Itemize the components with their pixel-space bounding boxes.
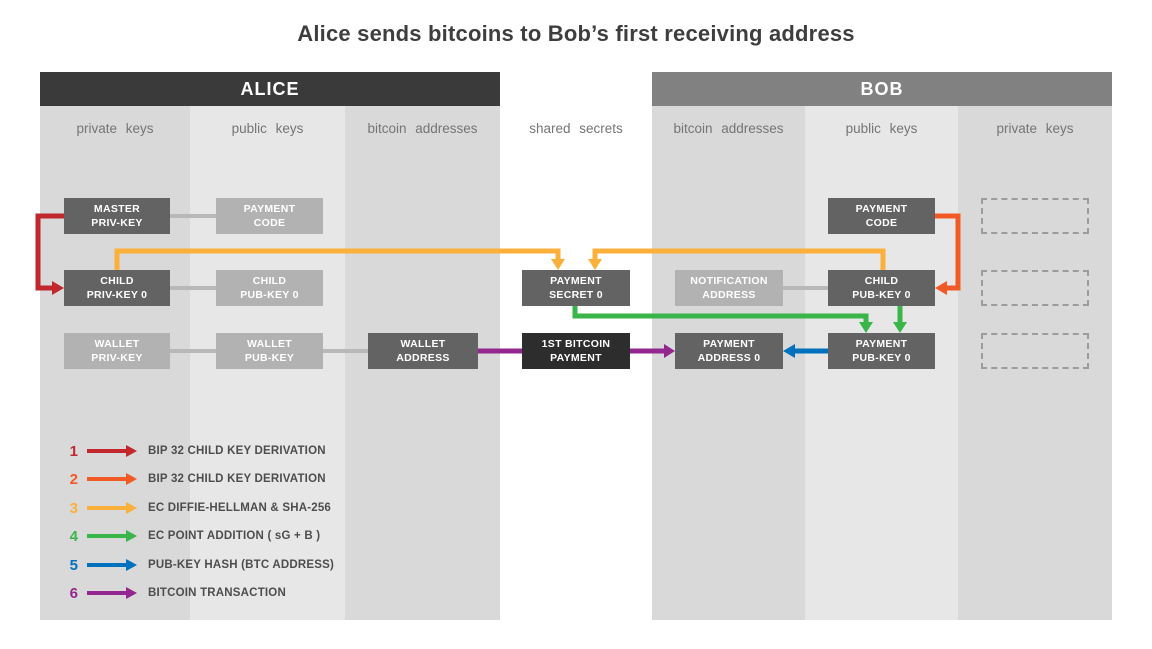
legend-6-arrow-line <box>87 591 126 595</box>
legend-item-3: 3 EC DIFFIE-HELLMAN & SHA-256 <box>56 497 331 519</box>
legend-1-arrow-head <box>126 445 137 457</box>
legend-6-number: 6 <box>69 584 78 602</box>
legend-item-2: 2 BIP 32 CHILD KEY DERIVATION <box>56 468 326 490</box>
node-alice-child-priv-key: CHILD PRIV-KEY 0 <box>64 270 170 306</box>
node-first-bitcoin-payment: 1ST BITCOIN PAYMENT <box>522 333 630 369</box>
legend-1-arrow-line <box>87 449 126 453</box>
arrow-3-ecdh-bob-head <box>588 259 602 270</box>
legend-2-arrow-line <box>87 477 126 481</box>
node-bob-priv-key-placeholder-2 <box>981 270 1089 306</box>
node-payment-secret: PAYMENT SECRET 0 <box>522 270 630 306</box>
legend-5-number: 5 <box>69 556 78 574</box>
node-alice-wallet-pub-key: WALLET PUB-KEY <box>216 333 323 369</box>
bob-private-keys-column <box>958 106 1112 620</box>
legend-5-arrow-head <box>126 559 137 571</box>
legend-4-arrow-head <box>126 530 137 542</box>
alice-bitcoin-addresses-label: bitcoin addresses <box>367 120 478 136</box>
legend-4-arrow-icon <box>87 530 137 542</box>
legend-3-arrow-head <box>126 502 137 514</box>
node-bob-priv-key-placeholder-3 <box>981 333 1089 369</box>
legend-2-arrow-head <box>126 473 137 485</box>
node-bob-payment-address: PAYMENT ADDRESS 0 <box>675 333 783 369</box>
legend-item-1: 1 BIP 32 CHILD KEY DERIVATION <box>56 440 326 462</box>
legend-4-number: 4 <box>69 527 78 545</box>
node-bob-payment-pub-key: PAYMENT PUB-KEY 0 <box>828 333 935 369</box>
legend-6-arrow-head <box>126 587 137 599</box>
node-alice-wallet-priv-key: WALLET PRIV-KEY <box>64 333 170 369</box>
legend-5-label: PUB-KEY HASH (BTC ADDRESS) <box>148 559 335 571</box>
legend-3-label: EC DIFFIE-HELLMAN & SHA-256 <box>148 502 332 514</box>
legend-4-arrow-line <box>87 534 126 538</box>
legend-5-arrow-line <box>87 563 126 567</box>
legend-2-label: BIP 32 CHILD KEY DERIVATION <box>148 473 326 485</box>
legend-3-arrow-line <box>87 506 126 510</box>
legend-6-arrow-icon <box>87 587 137 599</box>
bob-bitcoin-addresses-label: bitcoin addresses <box>673 120 784 136</box>
node-bob-notification-address: NOTIFICATION ADDRESS <box>675 270 783 306</box>
arrow-3-ecdh-alice-head <box>551 259 565 270</box>
legend-3-number: 3 <box>69 499 78 517</box>
bob-panel-header: BOB <box>652 72 1112 106</box>
legend-2-number: 2 <box>69 470 78 488</box>
node-bob-priv-key-placeholder-1 <box>981 198 1089 234</box>
bob-public-keys-label: public keys <box>845 120 918 136</box>
shared-secrets-label: shared secrets <box>529 120 623 136</box>
node-alice-payment-code: PAYMENT CODE <box>216 198 323 234</box>
legend-2-arrow-icon <box>87 473 137 485</box>
legend-1-number: 1 <box>69 442 78 460</box>
bob-panel-title: BOB <box>860 78 904 99</box>
legend-3-arrow-icon <box>87 502 137 514</box>
alice-private-keys-label: private keys <box>76 120 154 136</box>
legend-6-label: BITCOIN TRANSACTION <box>148 587 286 599</box>
legend-item-6: 6 BITCOIN TRANSACTION <box>56 582 286 604</box>
alice-panel-title: ALICE <box>240 78 300 99</box>
legend-4-label: EC POINT ADDITION ( sG + B ) <box>148 530 321 542</box>
legend-1-label: BIP 32 CHILD KEY DERIVATION <box>148 445 326 457</box>
alice-public-keys-label: public keys <box>231 120 304 136</box>
node-bob-payment-code: PAYMENT CODE <box>828 198 935 234</box>
node-alice-wallet-address: WALLET ADDRESS <box>368 333 478 369</box>
node-alice-master-priv-key: MASTER PRIV-KEY <box>64 198 170 234</box>
node-alice-child-pub-key: CHILD PUB-KEY 0 <box>216 270 323 306</box>
legend-item-4: 4 EC POINT ADDITION ( sG + B ) <box>56 525 320 547</box>
legend-item-5: 5 PUB-KEY HASH (BTC ADDRESS) <box>56 554 334 576</box>
bob-private-keys-label: private keys <box>996 120 1074 136</box>
diagram-title: Alice sends bitcoins to Bob’s first rece… <box>297 21 855 46</box>
node-bob-child-pub-key: CHILD PUB-KEY 0 <box>828 270 935 306</box>
legend-1-arrow-icon <box>87 445 137 457</box>
legend-5-arrow-icon <box>87 559 137 571</box>
alice-panel-header: ALICE <box>40 72 500 106</box>
